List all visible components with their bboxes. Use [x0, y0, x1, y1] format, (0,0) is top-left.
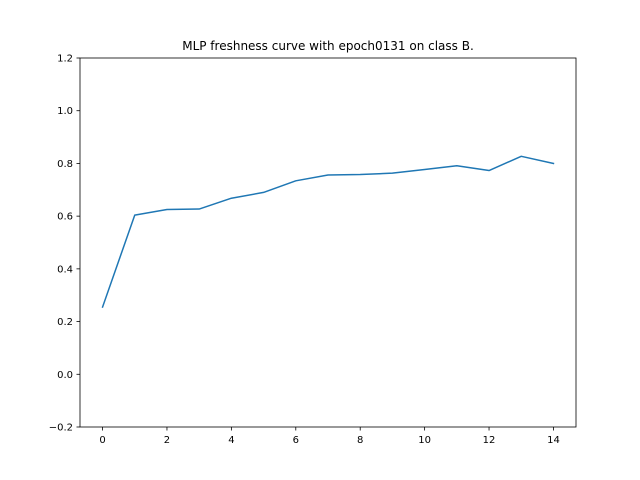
y-tick-label: 0.4	[57, 264, 73, 275]
y-tick-label: 0.8	[57, 159, 73, 170]
axes-frame	[79, 57, 577, 428]
x-tick-label: 6	[293, 435, 299, 446]
plot-area: 0 2 4 6 8 10 12 14 −0.2 0.0 0.2 0.4 0.6 0.8 1.0 1.2	[49, 54, 577, 446]
x-tick-label: 10	[418, 435, 431, 446]
y-tick-label: 1.0	[57, 106, 73, 117]
y-tick-label: 0.6	[57, 212, 73, 223]
y-tick-label: 1.2	[57, 54, 73, 65]
x-tick-label: 12	[483, 435, 496, 446]
y-tick-label: 0.2	[57, 317, 73, 328]
x-tick-label: 2	[164, 435, 170, 446]
y-tick-label: −0.2	[49, 423, 73, 434]
x-tick-label: 0	[99, 435, 105, 446]
x-tick-label: 8	[357, 435, 363, 446]
x-tick-label: 4	[228, 435, 234, 446]
x-tick-label: 14	[547, 435, 560, 446]
y-tick-label: 0.0	[57, 370, 73, 381]
series-line-0	[101, 155, 555, 309]
chart-title: MLP freshness curve with epoch0131 on cl…	[182, 39, 474, 53]
